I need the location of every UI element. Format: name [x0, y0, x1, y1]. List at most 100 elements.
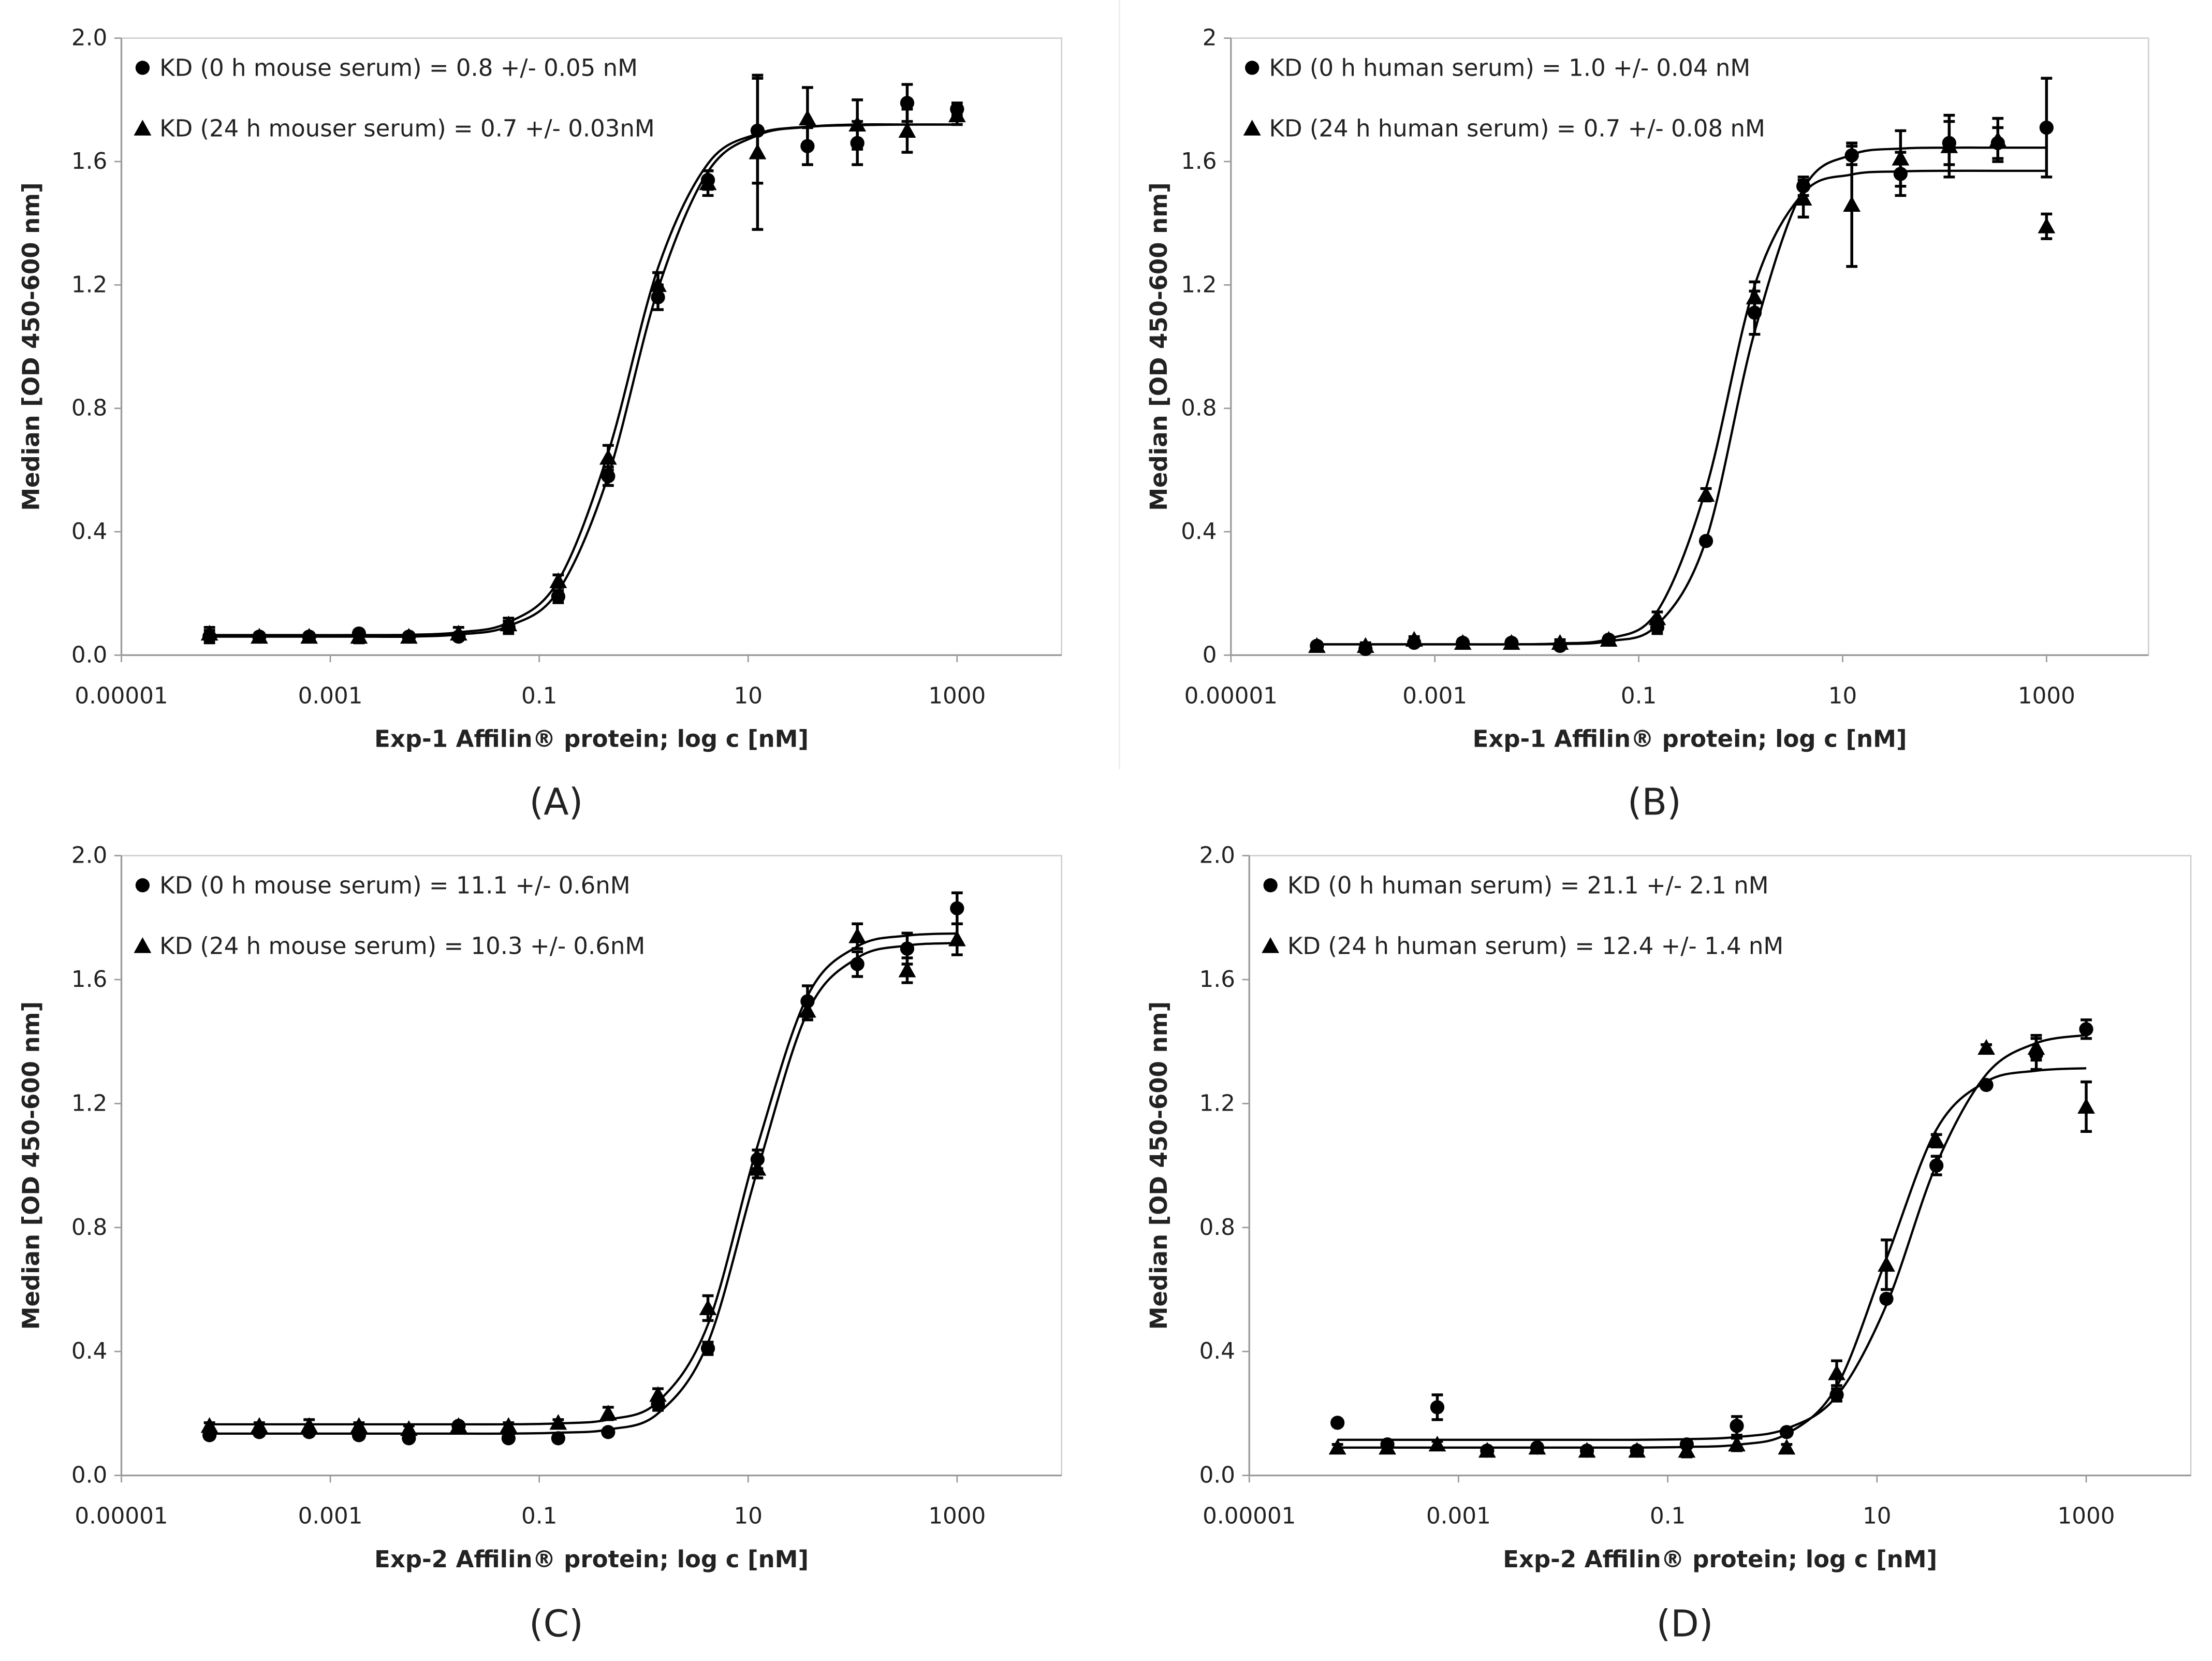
- x-tick-label: 10: [734, 1504, 763, 1529]
- y-axis-title: Median [OD 450-600 nm]: [17, 1001, 45, 1330]
- circle-marker: [1430, 1400, 1445, 1415]
- x-tick-label: 1000: [928, 1504, 986, 1529]
- triangle-marker: [1502, 634, 1520, 650]
- circle-marker: [501, 1431, 516, 1446]
- triangle-marker: [898, 122, 916, 138]
- y-tick-label: 1.6: [71, 967, 107, 993]
- triangle-marker: [798, 109, 816, 126]
- y-tick-label: 0.8: [71, 396, 107, 421]
- triangle-marker: [798, 1001, 816, 1018]
- triangle-marker: [350, 628, 368, 644]
- x-tick-label: 10: [1863, 1504, 1892, 1529]
- circle-marker: [950, 901, 964, 915]
- circle-marker: [2079, 1022, 2093, 1037]
- chart-panel: 0.0 0.4 0.8 1.2 1.6 2.0 0.00001 0.001 0.1 10 1000 E…: [1145, 843, 2192, 1645]
- y-tick-label: 2.0: [1199, 843, 1235, 869]
- circle-marker: [2039, 120, 2054, 135]
- legend-label: KD (24 h human serum) = 0.7 +/- 0.08 nM: [1269, 115, 1765, 142]
- chart-panel: 0.0 0.4 0.8 1.2 1.6 2.0 0.00001 0.001 0.1 10 1000 E…: [17, 25, 1062, 823]
- circle-marker: [900, 96, 915, 110]
- triangle-marker: [1405, 631, 1423, 647]
- triangle-marker: [300, 628, 318, 644]
- triangle-marker: [1328, 1438, 1346, 1455]
- triangle-marker: [250, 1417, 268, 1433]
- triangle-marker: [1578, 1441, 1596, 1458]
- legend-label: KD (0 h human serum) = 21.1 +/- 2.1 nM: [1287, 871, 1769, 899]
- x-axis-title: Exp-2 Affilin® protein; log c [nM]: [374, 1546, 809, 1573]
- y-tick-label: 0.0: [1199, 1463, 1235, 1489]
- x-tick-label: 0.1: [1621, 683, 1657, 709]
- triangle-marker: [350, 1417, 368, 1433]
- triangle-marker: [1927, 1132, 1945, 1148]
- x-tick-label: 10: [1828, 683, 1857, 709]
- circle-marker: [1330, 1416, 1345, 1430]
- x-tick-label: 10: [734, 683, 763, 709]
- circle-marker: [850, 957, 865, 971]
- x-tick-label: 0.001: [1402, 683, 1467, 709]
- triangle-marker: [699, 1299, 717, 1315]
- y-tick-label: 1.2: [71, 1090, 107, 1116]
- x-tick-label: 0.00001: [75, 683, 168, 709]
- y-axis-title: Median [OD 450-600 nm]: [17, 182, 45, 511]
- panel-caption: (B): [1628, 780, 1681, 823]
- triangle-marker: [649, 276, 667, 292]
- triangle-marker: [1648, 609, 1666, 625]
- triangle-marker: [500, 1417, 518, 1433]
- legend-symbol: [134, 937, 152, 953]
- triangle-marker: [1428, 1435, 1446, 1452]
- x-tick-label: 0.00001: [1184, 683, 1278, 709]
- panel-caption: (C): [529, 1602, 583, 1645]
- triangle-marker: [400, 628, 418, 644]
- y-tick-label: 0.4: [1199, 1338, 1235, 1364]
- x-axis-title: Exp-1 Affilin® protein; log c [nM]: [1473, 725, 1907, 753]
- y-tick-label: 1.2: [1199, 1090, 1235, 1116]
- triangle-marker: [948, 930, 966, 946]
- circle-marker: [900, 941, 915, 956]
- x-tick-label: 0.1: [1650, 1504, 1686, 1529]
- y-tick-label: 2: [1203, 25, 1217, 51]
- triangle-marker: [948, 106, 966, 123]
- fit-curve: [1337, 1067, 2087, 1449]
- triangle-marker: [749, 1160, 767, 1176]
- y-tick-label: 0.4: [71, 1338, 107, 1364]
- triangle-marker: [1454, 634, 1472, 650]
- triangle-marker: [300, 1417, 318, 1433]
- triangle-marker: [1746, 288, 1764, 304]
- x-tick-label: 0.001: [298, 683, 363, 709]
- x-tick-label: 0.00001: [75, 1504, 168, 1529]
- x-tick-label: 0.001: [298, 1504, 363, 1529]
- triangle-marker: [1878, 1256, 1895, 1272]
- y-tick-label: 0.8: [71, 1215, 107, 1241]
- y-tick-label: 2.0: [71, 25, 107, 51]
- circle-marker: [1929, 1158, 1944, 1173]
- x-tick-label: 1000: [2058, 1504, 2115, 1529]
- triangle-marker: [449, 624, 467, 641]
- legend-symbol: [135, 878, 150, 893]
- triangle-marker: [1892, 150, 1910, 166]
- triangle-marker: [599, 1405, 617, 1421]
- panel-caption: (A): [529, 780, 583, 823]
- triangle-marker: [1551, 634, 1569, 650]
- x-tick-label: 0.001: [1426, 1504, 1491, 1529]
- triangle-marker: [1794, 190, 1812, 206]
- legend-symbol: [1243, 120, 1261, 136]
- x-tick-label: 0.1: [521, 683, 557, 709]
- triangle-marker: [549, 1414, 567, 1430]
- fit-curve: [209, 932, 957, 1426]
- y-tick-label: 1.6: [71, 149, 107, 174]
- triangle-marker: [1628, 1441, 1646, 1458]
- triangle-marker: [400, 1420, 418, 1436]
- y-tick-label: 0.8: [1181, 396, 1217, 421]
- x-tick-label: 1000: [928, 683, 986, 709]
- triangle-marker: [200, 1417, 218, 1433]
- x-tick-label: 1000: [2018, 683, 2075, 709]
- y-axis-title: Median [OD 450-600 nm]: [1145, 182, 1173, 511]
- y-tick-label: 2.0: [71, 843, 107, 869]
- legend-symbol: [134, 120, 152, 136]
- y-tick-label: 0.0: [71, 1463, 107, 1489]
- circle-marker: [601, 469, 616, 484]
- circle-marker: [601, 1425, 616, 1439]
- triangle-marker: [898, 961, 916, 978]
- triangle-marker: [200, 624, 218, 641]
- triangle-marker: [1308, 637, 1326, 653]
